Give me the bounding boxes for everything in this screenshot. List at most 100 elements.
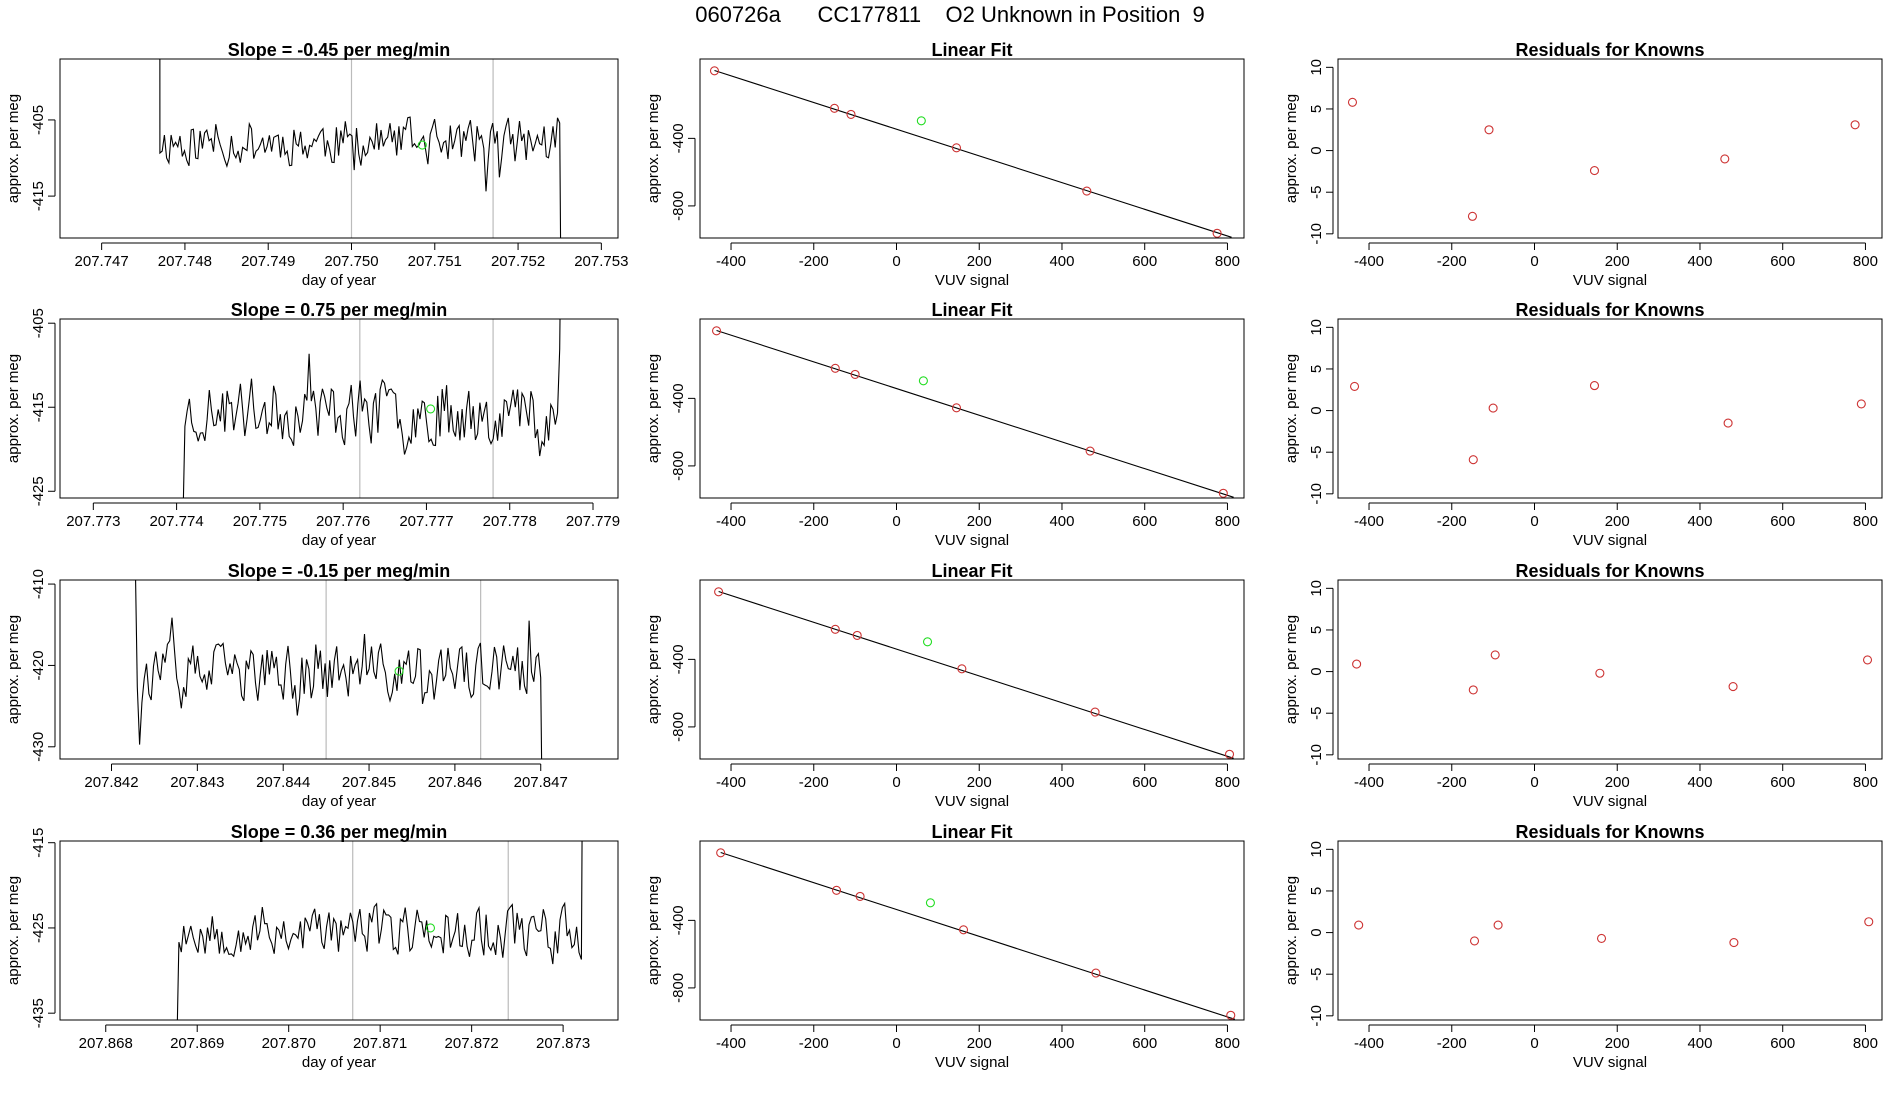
x-tick-label: 0	[892, 253, 900, 270]
y-tick-label: 5	[1308, 887, 1325, 895]
x-axis-label: VUV signal	[935, 1054, 1009, 1071]
y-axis-label: approx. per meg	[5, 615, 22, 724]
x-tick-label: 207.847	[514, 774, 568, 791]
y-axis-label: approx. per meg	[1283, 615, 1300, 724]
known-point	[951, 143, 962, 153]
panel-title: Residuals for Knowns	[1515, 822, 1704, 842]
panel-title: Slope = 0.75 per meg/min	[231, 300, 448, 320]
x-tick-label: 0	[892, 774, 900, 791]
y-tick-label: 10	[1308, 59, 1325, 76]
x-tick-label: 207.775	[233, 513, 287, 530]
y-axis-label: approx. per meg	[645, 354, 662, 463]
known-point	[714, 587, 724, 597]
x-axis-label: day of year	[302, 272, 376, 289]
plot-area	[716, 848, 1236, 1020]
panel-3-2: -400 -200 0 200 400 600 800 10 5 0 -5 -10 Residuals …	[1283, 822, 1883, 1071]
known-point	[711, 326, 722, 336]
panel-2-2: -400 -200 0 200 400 600 800 10 5 0 -5 -10 Residuals …	[1283, 561, 1883, 810]
plot-frame	[1337, 58, 1883, 239]
known-point	[1218, 488, 1228, 498]
y-tick-label: 10	[1308, 841, 1325, 858]
x-axis-label: VUV signal	[935, 272, 1009, 289]
known-point	[1082, 186, 1092, 196]
known-point	[830, 363, 840, 373]
panel-title: Linear Fit	[931, 40, 1012, 60]
x-tick-label: -200	[799, 513, 829, 530]
y-tick-label: -400	[670, 905, 687, 935]
x-axis-label: day of year	[302, 793, 376, 810]
known-point	[1347, 97, 1358, 107]
x-tick-label: 207.778	[483, 513, 537, 530]
y-tick-label: -400	[670, 123, 687, 153]
series-line	[182, 319, 561, 498]
known-point	[1352, 659, 1362, 669]
panel-title: Residuals for Knowns	[1515, 561, 1704, 581]
x-tick-label: 207.869	[170, 1035, 224, 1052]
panel-title: Linear Fit	[931, 300, 1012, 320]
x-tick-label: 200	[967, 513, 992, 530]
series-line	[176, 841, 583, 1020]
plot-area	[711, 326, 1234, 498]
x-tick-label: -400	[716, 774, 746, 791]
series-line	[159, 59, 562, 238]
x-tick-label: 0	[892, 513, 900, 530]
y-tick-label: -410	[30, 569, 47, 599]
known-point	[1720, 154, 1730, 164]
x-axis-label: day of year	[302, 1054, 376, 1071]
panel-title: Linear Fit	[931, 822, 1012, 842]
x-tick-label: 200	[967, 1035, 992, 1052]
known-point	[852, 630, 862, 640]
fit-line	[716, 329, 1234, 498]
panel-2-1: -400 -200 0 200 400 600 800 -400 -800 Linear Fit V…	[645, 561, 1245, 810]
plot-area	[1352, 650, 1873, 695]
x-tick-label: 800	[1853, 513, 1878, 530]
x-axis-label: VUV signal	[1573, 272, 1647, 289]
plot-frame	[699, 58, 1245, 239]
y-tick-label: -400	[670, 383, 687, 413]
y-axis-label: approx. per meg	[1283, 876, 1300, 985]
figure-title: 060726a CC177811 O2 Unknown in Position …	[695, 2, 1205, 27]
y-tick-label: -5	[1308, 186, 1325, 199]
known-point	[1728, 682, 1738, 692]
known-point	[716, 848, 726, 858]
fit-line	[720, 851, 1236, 1020]
known-point	[1484, 125, 1494, 135]
x-tick-label: -200	[799, 774, 829, 791]
y-tick-label: -800	[670, 191, 687, 221]
x-tick-label: -400	[716, 253, 746, 270]
y-tick-label: -435	[30, 998, 47, 1028]
x-tick-label: 207.873	[536, 1035, 590, 1052]
series-line	[135, 580, 543, 759]
plot-frame	[59, 840, 619, 1021]
panel-title: Slope = -0.15 per meg/min	[228, 561, 451, 581]
y-axis-label: approx. per meg	[645, 876, 662, 985]
x-tick-label: -200	[799, 253, 829, 270]
x-tick-label: 0	[1530, 1035, 1538, 1052]
known-point	[1589, 166, 1600, 176]
known-point	[1723, 418, 1733, 428]
y-tick-label: 5	[1308, 626, 1325, 634]
panel-0-0: 207.747 207.748 207.749 207.750 207.751 207.7…	[5, 40, 628, 289]
y-tick-label: -10	[1308, 744, 1325, 766]
x-tick-label: 200	[967, 253, 992, 270]
y-axis-label: approx. per meg	[5, 876, 22, 985]
x-tick-label: 207.871	[353, 1035, 407, 1052]
x-tick-label: 0	[1530, 253, 1538, 270]
plot-frame	[699, 318, 1245, 499]
known-point	[1354, 920, 1364, 930]
y-axis-label: approx. per meg	[645, 615, 662, 724]
y-tick-label: -415	[30, 181, 47, 211]
x-tick-label: 600	[1770, 513, 1795, 530]
panel-0-2: -400 -200 0 200 400 600 800 10 5 0 -5 -10 Residuals …	[1283, 40, 1883, 289]
y-tick-label: -405	[30, 105, 47, 135]
x-tick-label: 600	[1132, 1035, 1157, 1052]
x-tick-label: 400	[1687, 253, 1712, 270]
x-tick-label: 207.845	[342, 774, 396, 791]
x-tick-label: 800	[1853, 1035, 1878, 1052]
x-tick-label: 800	[1215, 253, 1240, 270]
x-axis-label: VUV signal	[935, 532, 1009, 549]
unknown-point	[426, 404, 436, 414]
x-tick-label: 800	[1853, 253, 1878, 270]
x-tick-label: 0	[1530, 513, 1538, 530]
